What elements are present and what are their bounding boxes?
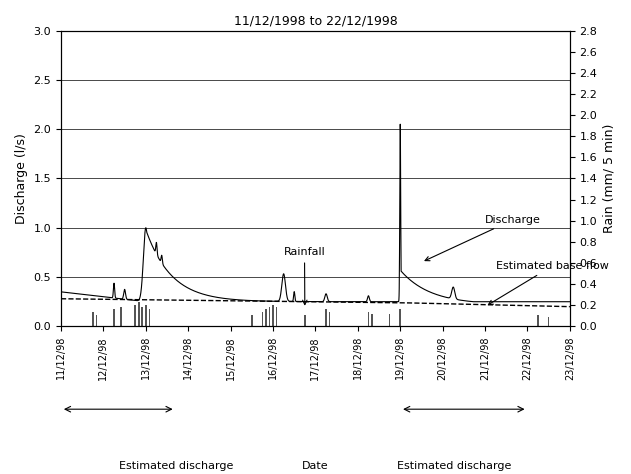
Bar bbox=[141, 307, 143, 327]
Text: Estimated discharge: Estimated discharge bbox=[119, 461, 234, 471]
Text: Estimated discharge: Estimated discharge bbox=[397, 461, 512, 471]
Bar bbox=[251, 315, 252, 327]
Y-axis label: Rain (mm/ 5 min): Rain (mm/ 5 min) bbox=[603, 124, 616, 233]
Bar bbox=[399, 309, 401, 327]
Title: 11/12/1998 to 22/12/1998: 11/12/1998 to 22/12/1998 bbox=[233, 15, 398, 28]
Bar bbox=[389, 313, 391, 327]
Bar bbox=[95, 315, 97, 327]
Bar bbox=[537, 315, 539, 327]
Bar bbox=[134, 305, 136, 327]
Bar bbox=[304, 315, 305, 327]
Bar bbox=[276, 307, 278, 327]
Bar bbox=[121, 307, 122, 327]
Bar bbox=[262, 311, 263, 327]
Bar bbox=[145, 305, 146, 327]
Bar bbox=[325, 309, 327, 327]
Text: Discharge: Discharge bbox=[425, 215, 541, 261]
Bar bbox=[329, 311, 331, 327]
Bar bbox=[138, 302, 139, 327]
Bar bbox=[548, 317, 550, 327]
Text: Date: Date bbox=[302, 461, 329, 471]
Bar bbox=[265, 309, 267, 327]
Bar bbox=[113, 309, 115, 327]
Bar bbox=[371, 313, 373, 327]
Bar bbox=[269, 307, 270, 327]
Bar bbox=[368, 311, 369, 327]
Y-axis label: Discharge (l/s): Discharge (l/s) bbox=[15, 133, 28, 224]
Text: Rainfall: Rainfall bbox=[284, 247, 326, 305]
Bar bbox=[92, 311, 93, 327]
Text: Estimated base flow: Estimated base flow bbox=[488, 261, 608, 305]
Bar bbox=[148, 309, 150, 327]
Bar bbox=[272, 305, 274, 327]
